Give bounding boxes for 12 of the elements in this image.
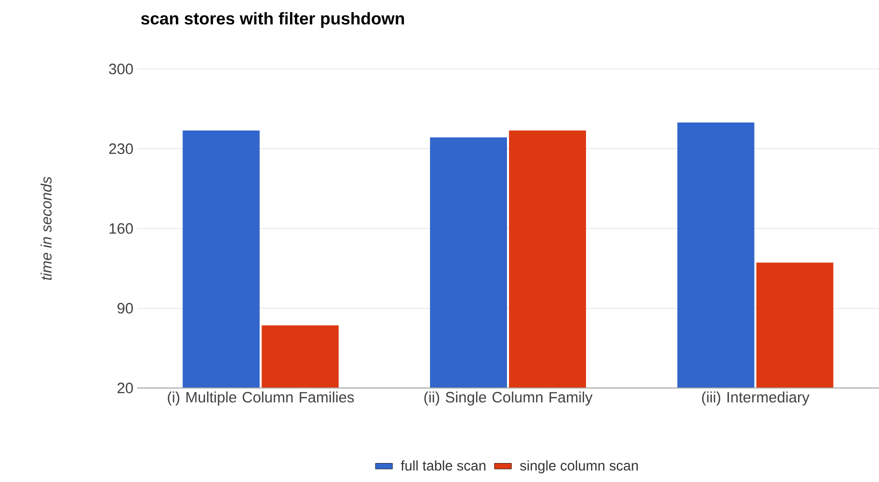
x-tick-label: (ii) Single Column Family	[424, 392, 593, 406]
y-tick-label: 230	[109, 143, 133, 154]
legend-label: full table scan	[400, 460, 486, 471]
legend-label: single column scan	[520, 460, 638, 474]
x-tick-label: (iii) Intermediary	[702, 392, 810, 406]
y-tick-label: 160	[110, 223, 133, 234]
y-tick-label: 90	[118, 302, 133, 314]
y-tick-label: 300	[109, 64, 133, 74]
y-axis-title: time in seconds	[40, 176, 52, 280]
y-tick-label: 20	[118, 382, 133, 394]
chart-title: scan stores with filter pushdown	[141, 12, 404, 28]
x-tick-label: (i) Multiple Column Families	[168, 392, 354, 406]
